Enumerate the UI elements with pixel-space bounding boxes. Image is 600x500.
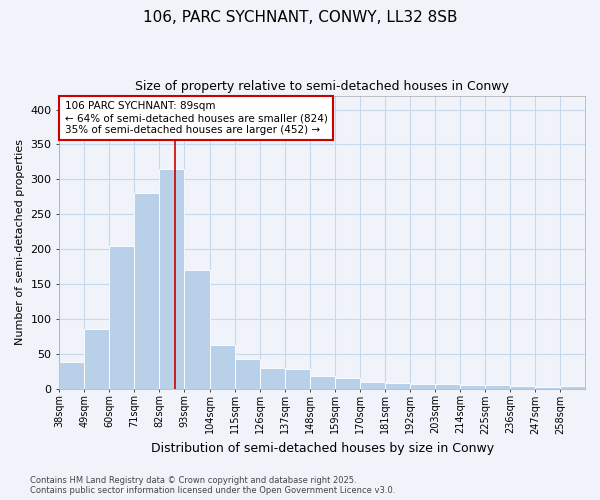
- Bar: [184, 270, 209, 388]
- Bar: [485, 385, 510, 388]
- Bar: [209, 344, 235, 389]
- Bar: [460, 385, 485, 388]
- Bar: [109, 246, 134, 388]
- Bar: [385, 383, 410, 388]
- Bar: [260, 368, 284, 388]
- X-axis label: Distribution of semi-detached houses by size in Conwy: Distribution of semi-detached houses by …: [151, 442, 494, 455]
- Text: 106, PARC SYCHNANT, CONWY, LL32 8SB: 106, PARC SYCHNANT, CONWY, LL32 8SB: [143, 10, 457, 25]
- Bar: [535, 387, 560, 388]
- Bar: [85, 328, 109, 388]
- Title: Size of property relative to semi-detached houses in Conwy: Size of property relative to semi-detach…: [135, 80, 509, 93]
- Bar: [160, 169, 184, 388]
- Bar: [510, 386, 535, 388]
- Bar: [435, 384, 460, 388]
- Text: 106 PARC SYCHNANT: 89sqm
← 64% of semi-detached houses are smaller (824)
35% of : 106 PARC SYCHNANT: 89sqm ← 64% of semi-d…: [65, 102, 328, 134]
- Bar: [235, 360, 260, 388]
- Y-axis label: Number of semi-detached properties: Number of semi-detached properties: [15, 139, 25, 345]
- Bar: [335, 378, 360, 388]
- Bar: [360, 382, 385, 388]
- Bar: [134, 193, 160, 388]
- Bar: [284, 369, 310, 388]
- Text: Contains HM Land Registry data © Crown copyright and database right 2025.
Contai: Contains HM Land Registry data © Crown c…: [30, 476, 395, 495]
- Bar: [410, 384, 435, 388]
- Bar: [59, 362, 85, 388]
- Bar: [310, 376, 335, 388]
- Bar: [560, 386, 585, 388]
